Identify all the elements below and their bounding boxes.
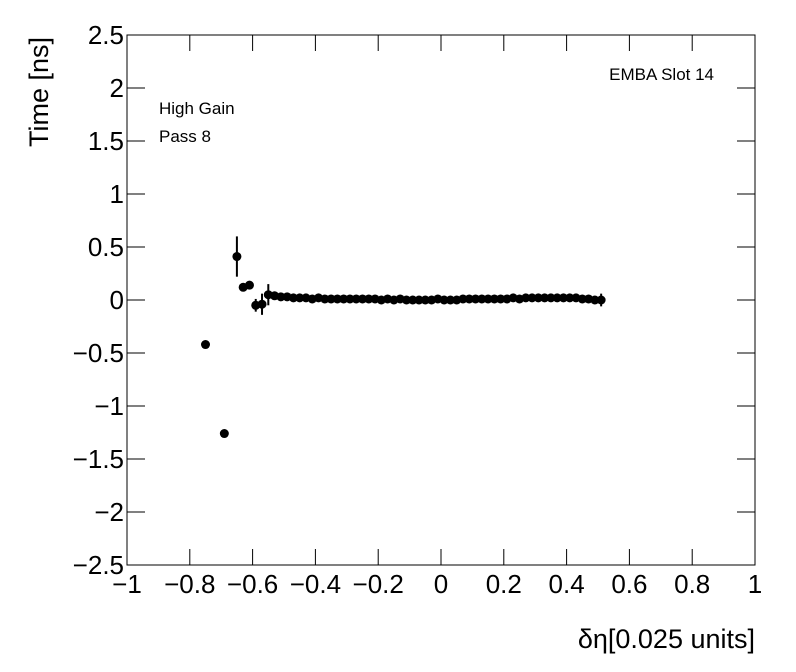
y-tick-label: −1 xyxy=(94,391,124,421)
data-point xyxy=(477,294,487,304)
y-tick-label: 1 xyxy=(110,179,124,209)
y-tick-label: −2.5 xyxy=(73,550,124,580)
data-point xyxy=(445,295,455,305)
data-point xyxy=(358,294,367,304)
data-point xyxy=(320,294,330,304)
x-tick-label: 0.6 xyxy=(611,569,647,599)
y-tick-label: −0.5 xyxy=(73,338,124,368)
data-point xyxy=(521,293,531,303)
annotation: EMBA Slot 14 xyxy=(609,65,714,84)
annotation: Pass 8 xyxy=(159,127,211,146)
y-tick-label: −2 xyxy=(94,497,124,527)
data-point xyxy=(414,295,424,305)
x-tick-label: −1 xyxy=(112,569,142,599)
data-point xyxy=(565,293,575,303)
x-tick-label: −0.8 xyxy=(164,569,215,599)
data-point xyxy=(345,294,355,304)
data-point xyxy=(339,294,349,304)
data-point xyxy=(408,295,418,305)
data-point xyxy=(458,294,468,304)
annotation: High Gain xyxy=(159,99,235,118)
y-axis-label: Time [ns] xyxy=(24,37,54,147)
data-point xyxy=(276,292,286,302)
x-axis-label: δη[0.025 units] xyxy=(578,624,755,654)
data-point xyxy=(471,294,481,304)
data-point xyxy=(351,294,361,304)
x-tick-label: 0.2 xyxy=(486,569,522,599)
data-point xyxy=(552,293,562,303)
y-tick-label: 0 xyxy=(110,285,124,315)
data-point xyxy=(257,299,267,309)
x-tick-label: 0.4 xyxy=(549,569,585,599)
y-tick-label: 2.5 xyxy=(88,20,124,50)
data-point xyxy=(288,293,298,303)
y-tick-label: 0.5 xyxy=(88,232,124,262)
data-point xyxy=(219,429,229,439)
data-point xyxy=(364,294,374,304)
x-tick-label: −0.2 xyxy=(353,569,404,599)
data-point xyxy=(533,293,543,303)
data-point xyxy=(244,280,254,290)
data-point xyxy=(546,293,556,303)
data-point xyxy=(439,295,449,305)
data-point xyxy=(401,295,411,305)
y-tick-label: 1.5 xyxy=(88,126,124,156)
data-point xyxy=(332,294,342,304)
data-point xyxy=(295,293,305,303)
data-point xyxy=(558,293,568,303)
y-tick-label: −1.5 xyxy=(73,444,124,474)
y-tick-label: 2 xyxy=(110,73,124,103)
data-point xyxy=(577,294,587,304)
x-tick-label: −0.6 xyxy=(227,569,278,599)
data-point xyxy=(201,340,210,350)
data-point xyxy=(540,293,550,303)
data-point xyxy=(326,294,336,304)
x-tick-label: −0.4 xyxy=(290,569,341,599)
x-tick-label: 0 xyxy=(434,569,448,599)
data-point xyxy=(483,294,493,304)
data-point xyxy=(527,293,537,303)
data-point xyxy=(232,252,242,262)
data-point xyxy=(420,295,430,305)
data-point xyxy=(489,294,499,304)
x-tick-label: 0.8 xyxy=(674,569,710,599)
data-point xyxy=(464,294,474,304)
x-tick-label: 1 xyxy=(748,569,762,599)
data-point xyxy=(496,294,506,304)
data-point xyxy=(590,295,600,305)
data-point xyxy=(596,295,606,305)
